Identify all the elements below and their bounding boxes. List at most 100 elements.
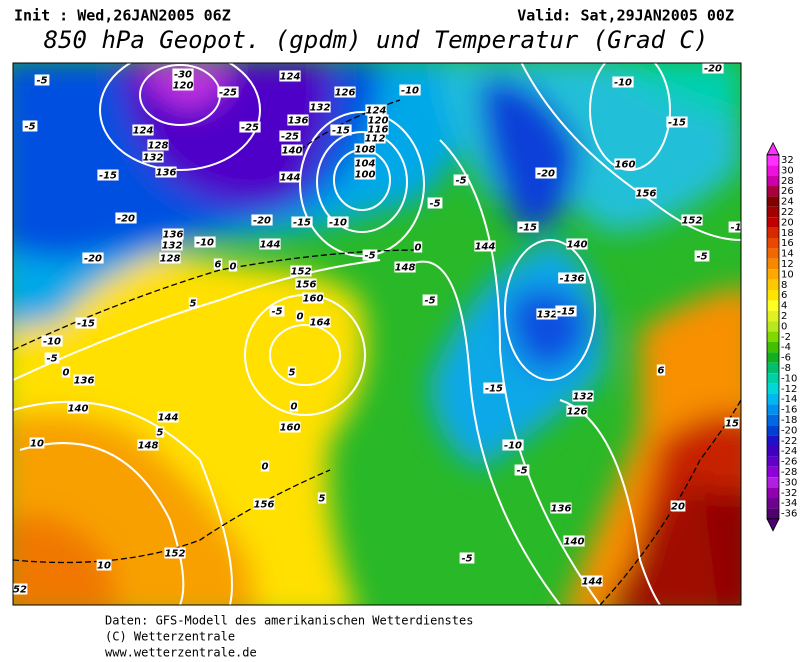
scale-label: -24	[781, 446, 797, 457]
label-box	[34, 74, 50, 86]
contour-label: 20	[671, 502, 685, 513]
label-box	[96, 559, 112, 571]
contour-label: 140	[567, 240, 588, 251]
scale-label: 26	[781, 186, 794, 197]
contour-label: -10	[43, 337, 61, 348]
contour-label: 52	[13, 585, 27, 596]
label-box	[188, 297, 198, 309]
scale-label: -8	[781, 363, 791, 374]
label-box	[279, 130, 301, 142]
map-title: 850 hPa Geopot. (gpdm) und Temperatur (G…	[44, 26, 709, 54]
scale-label: -2	[781, 332, 791, 343]
label-box	[566, 238, 588, 250]
map-frame	[12, 62, 742, 606]
label-box	[164, 547, 186, 559]
label-box	[502, 439, 524, 451]
contour-label: -20	[537, 169, 555, 180]
color-swatch	[767, 498, 779, 509]
contour-label: 144	[280, 173, 301, 184]
contour-label: -5	[429, 199, 440, 210]
contour-label: 148	[138, 441, 159, 452]
contour-label: 126	[335, 88, 356, 99]
label-box	[302, 292, 324, 304]
color-swatch	[767, 206, 779, 218]
contour-label: 152	[165, 549, 186, 560]
color-swatch	[767, 446, 779, 457]
contour-label: 144	[475, 242, 496, 253]
label-box	[290, 265, 312, 277]
color-scale: 32302826242220181614121086420-2-4-6-8-10…	[766, 141, 797, 532]
contour-label: 124	[366, 106, 387, 117]
label-box	[228, 260, 238, 272]
contour-label: -136	[559, 274, 584, 285]
scale-label: -12	[781, 384, 797, 395]
contour-label: 136	[74, 376, 95, 387]
scale-label: -16	[781, 405, 797, 416]
label-box	[354, 168, 376, 180]
label-box	[422, 294, 438, 306]
label-box	[44, 352, 60, 364]
label-box	[29, 437, 45, 449]
label-box	[61, 366, 71, 378]
label-box	[535, 167, 557, 179]
label-box	[253, 498, 275, 510]
label-box	[251, 214, 273, 226]
contour-label: -20	[253, 216, 271, 227]
color-swatch	[767, 290, 779, 301]
label-box	[269, 305, 285, 317]
contour-label: 148	[395, 263, 416, 274]
contour-label: 132	[573, 392, 594, 403]
contour-label: 0	[63, 368, 70, 379]
label-box	[217, 86, 239, 98]
contour-label: 144	[582, 577, 603, 588]
contour-label: 0	[415, 243, 422, 254]
contour-label: -15	[332, 126, 350, 137]
label-box	[459, 552, 475, 564]
contour-label: 136	[551, 504, 572, 515]
scale-label: -32	[781, 488, 797, 499]
label-box	[157, 411, 179, 423]
color-swatch	[767, 425, 779, 436]
label-box	[194, 236, 216, 248]
label-box	[279, 421, 301, 433]
contour-label: -20	[84, 254, 102, 265]
contour-label: -10	[329, 218, 347, 229]
scale-tip	[766, 518, 780, 532]
init-time: Init : Wed,26JAN2005 06Z	[14, 7, 231, 25]
label-box	[172, 68, 194, 80]
scale-label: 24	[781, 197, 794, 208]
contour-label: 5	[289, 368, 296, 379]
color-swatch	[767, 175, 779, 186]
scale-label: -34	[781, 498, 797, 509]
label-box	[22, 120, 38, 132]
color-swatch	[767, 404, 779, 415]
contour-label: 128	[148, 141, 169, 152]
label-box	[724, 417, 740, 429]
color-swatch	[767, 248, 779, 259]
color-swatch	[767, 154, 779, 166]
contour-label: -15	[557, 307, 575, 318]
geopotential-contours	[13, 63, 741, 605]
scale-label: -20	[781, 425, 797, 436]
color-swatch	[767, 508, 779, 519]
label-box	[162, 228, 184, 240]
color-swatch	[767, 300, 779, 311]
contour-label: -5	[46, 354, 57, 365]
scale-label: -22	[781, 436, 797, 447]
label-box	[259, 238, 281, 250]
color-swatch	[767, 373, 779, 384]
scale-label: 32	[781, 155, 794, 166]
contour-label: 140	[564, 537, 585, 548]
contour-label: 136	[163, 230, 184, 241]
label-box	[413, 241, 423, 253]
contour-label: 10	[30, 439, 44, 450]
contour-label: -15	[99, 171, 117, 182]
contour-label: 120	[173, 81, 194, 92]
contour-label: -1	[730, 223, 741, 234]
label-box	[367, 123, 389, 135]
label-box	[694, 250, 710, 262]
color-swatch	[767, 466, 779, 478]
label-box	[13, 583, 28, 595]
contour-label: -5	[455, 176, 466, 187]
